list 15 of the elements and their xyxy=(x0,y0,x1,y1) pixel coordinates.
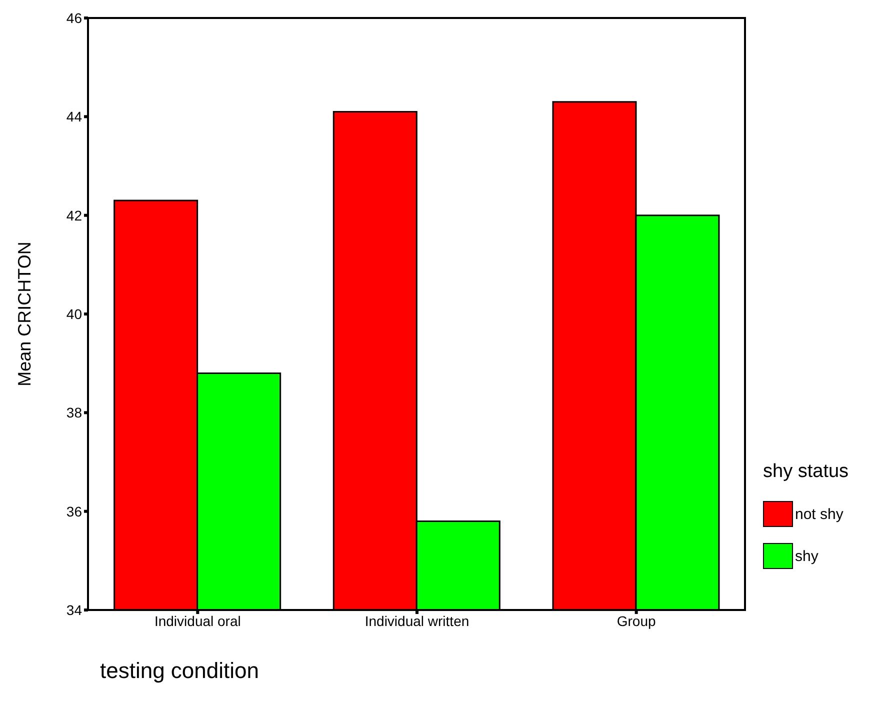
y-tick-label: 38 xyxy=(66,404,82,421)
y-tick-label: 44 xyxy=(66,108,82,125)
y-tick-label: 36 xyxy=(66,503,82,520)
legend-title: shy status xyxy=(763,461,849,483)
y-axis-title: Mean CRICHTON xyxy=(14,242,34,386)
y-tick-label: 34 xyxy=(66,602,82,618)
y-tick-label: 42 xyxy=(66,207,82,224)
x-axis-title: testing condition xyxy=(100,658,259,684)
x-tick-label: Group xyxy=(616,612,656,629)
legend-label: shy xyxy=(795,548,818,564)
y-tick-label: 40 xyxy=(66,306,82,322)
y-tick-label: 46 xyxy=(66,10,82,26)
x-tick-label: Individual written xyxy=(364,612,470,629)
x-tick-label: Individual oral xyxy=(154,612,241,629)
legend-label: not shy xyxy=(795,506,844,522)
